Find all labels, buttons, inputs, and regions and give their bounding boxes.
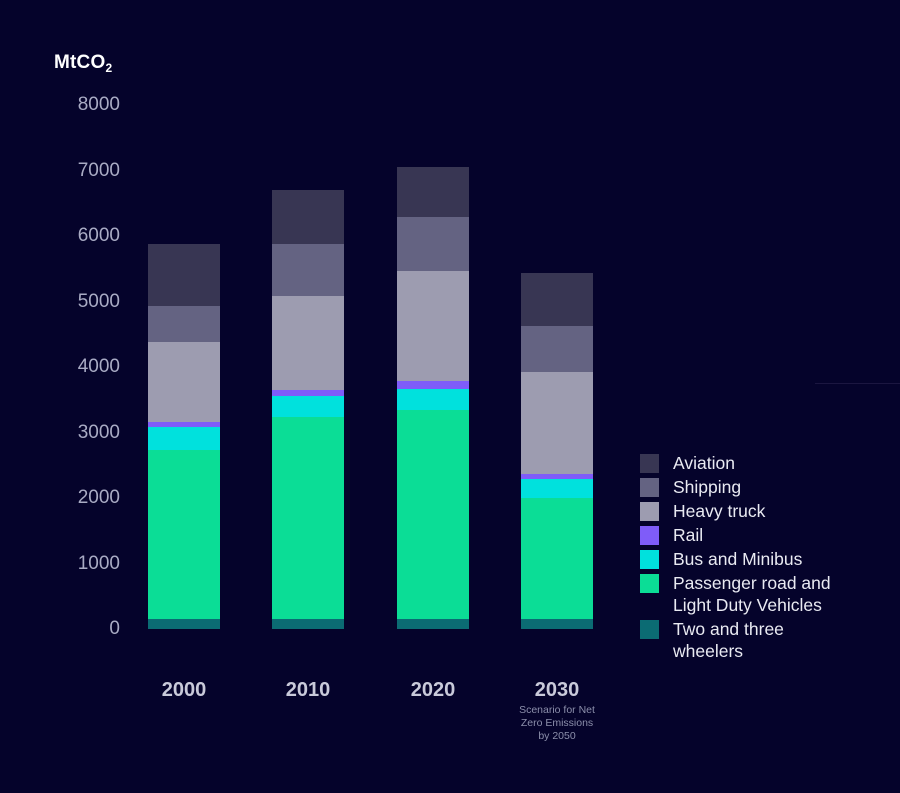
legend-swatch-icon: [640, 478, 659, 497]
legend-label: Aviation: [673, 453, 735, 473]
bar-segment-2000-aviation[interactable]: [148, 243, 220, 307]
legend-swatch-icon: [640, 550, 659, 569]
bar-segment-2020-shipping[interactable]: [397, 217, 469, 272]
y-axis-unit-text: MtCO: [54, 52, 106, 73]
bar-segment-2000-passenger-road-and-light-duty-vehicles[interactable]: [148, 450, 220, 620]
legend-swatch-icon: [640, 526, 659, 545]
bar-segment-2030-two-and-three-wheelers[interactable]: [521, 619, 593, 629]
y-axis-tick-7000: 7000: [77, 159, 120, 181]
y-axis-tick-4000: 4000: [77, 356, 120, 377]
legend-swatch-icon: [640, 502, 659, 521]
bar-segment-2020-rail[interactable]: [397, 381, 469, 389]
bar-segment-2000-heavy-truck[interactable]: [148, 342, 220, 423]
bar-segment-2000-shipping[interactable]: [148, 306, 220, 343]
y-axis-tick-5000: 5000: [77, 290, 120, 312]
bar-segment-2030-rail[interactable]: [521, 473, 593, 479]
bar-segment-2010-passenger-road-and-light-duty-vehicles[interactable]: [272, 416, 344, 619]
x-axis-label-2020: 2020: [410, 679, 456, 701]
bar-group-2020[interactable]: [397, 105, 469, 629]
bar-segment-2010-heavy-truck[interactable]: [272, 296, 344, 390]
bar-segment-2020-heavy-truck[interactable]: [397, 271, 469, 382]
bar-segment-2020-aviation[interactable]: [397, 167, 469, 217]
chart-legend: Aviation Shipping Heavy truck Rail Bus and M…: [640, 452, 890, 664]
legend-swatch-icon: [640, 574, 659, 593]
legend-item-bus-and-minibus[interactable]: Bus and Minibus: [640, 548, 890, 570]
legend-label: Bus and Minibus: [673, 549, 803, 569]
legend-label: Two and three wheelers: [673, 619, 784, 661]
bar-segment-2030-bus-and-minibus[interactable]: [521, 479, 593, 498]
x-axis-label-2030: 2030: [534, 679, 580, 701]
bar-segment-2030-passenger-road-and-light-duty-vehicles[interactable]: [521, 498, 593, 620]
bar-segment-2010-two-and-three-wheelers[interactable]: [272, 618, 344, 629]
y-axis-unit-label: MtCO2: [54, 52, 113, 75]
decorative-divider: [815, 383, 900, 384]
x-axis-sublabel-2030: Scenario for Net Zero Emissions by 2050: [519, 704, 595, 742]
y-axis-tick-3000: 3000: [77, 421, 120, 443]
bar-segment-2020-bus-and-minibus[interactable]: [397, 388, 469, 410]
bar-segment-2010-rail[interactable]: [272, 389, 344, 397]
legend-item-rail[interactable]: Rail: [640, 524, 890, 546]
bar-segment-2000-bus-and-minibus[interactable]: [148, 427, 220, 451]
y-axis-tick-0: 0: [109, 618, 120, 639]
legend-label: Rail: [673, 525, 704, 545]
y-axis-tick-8000: 8000: [77, 94, 120, 115]
bar-segment-2030-aviation[interactable]: [521, 272, 593, 326]
legend-item-two-and-three-wheelers[interactable]: Two and three wheelers: [640, 618, 890, 662]
legend-swatch-icon: [640, 454, 659, 473]
bar-segment-2010-shipping[interactable]: [272, 243, 344, 297]
bar-segment-2000-two-and-three-wheelers[interactable]: [148, 619, 220, 629]
bar-segment-2010-aviation[interactable]: [272, 190, 344, 244]
y-axis-tick-1000: 1000: [77, 552, 120, 574]
y-axis-tick-6000: 6000: [77, 225, 120, 246]
x-axis-label-2000: 2000: [161, 679, 207, 701]
y-axis: 0 1000 2000 3000 4000 5000 6000 7000 8000: [0, 0, 120, 793]
legend-label: Heavy truck: [673, 501, 766, 521]
x-axis-label-2010: 2010: [285, 679, 331, 701]
legend-label: Shipping: [673, 477, 742, 497]
bar-segment-2030-shipping[interactable]: [521, 325, 593, 372]
bar-segment-2030-heavy-truck[interactable]: [521, 371, 593, 474]
legend-item-heavy-truck[interactable]: Heavy truck: [640, 500, 890, 522]
bar-group-2010[interactable]: [272, 105, 344, 629]
bar-group-2030[interactable]: [521, 105, 593, 629]
bar-segment-2010-bus-and-minibus[interactable]: [272, 396, 344, 417]
bar-segment-2000-rail[interactable]: [148, 422, 220, 428]
legend-label: Passenger road and Light Duty Vehicles: [673, 573, 831, 615]
legend-item-shipping[interactable]: Shipping: [640, 476, 890, 498]
legend-swatch-icon: [640, 620, 659, 639]
legend-item-aviation[interactable]: Aviation: [640, 452, 890, 474]
y-axis-unit-subscript: 2: [105, 61, 113, 75]
bar-group-2000[interactable]: [148, 105, 220, 629]
legend-item-passenger-road-and-light-duty-vehicles[interactable]: Passenger road and Light Duty Vehicles: [640, 572, 890, 616]
bar-segment-2020-two-and-three-wheelers[interactable]: [397, 619, 469, 629]
y-axis-tick-2000: 2000: [77, 487, 120, 508]
bar-segment-2020-passenger-road-and-light-duty-vehicles[interactable]: [397, 409, 469, 620]
